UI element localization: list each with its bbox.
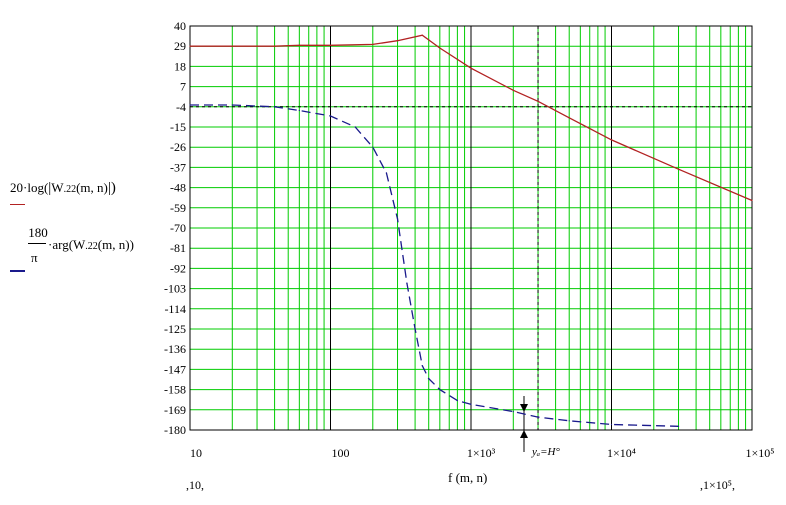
legend-magnitude-w: W <box>51 180 64 195</box>
data-point-phase <box>568 420 570 422</box>
x-range-min-label: ,10, <box>186 478 204 492</box>
axes <box>189 25 753 452</box>
data-point-magnitude <box>677 168 680 170</box>
series <box>189 34 753 427</box>
legend-magnitude-args: (m, n) <box>76 180 108 195</box>
marker-arrow-up <box>520 430 528 438</box>
y-tick-label: -26 <box>170 140 186 154</box>
legend-phase-num-text: 180 <box>28 225 48 240</box>
x-range-max-label: ,1×10⁵, <box>700 478 735 492</box>
data-point-phase <box>189 104 191 106</box>
data-point-magnitude <box>568 117 570 119</box>
series-line-magnitude <box>190 34 753 202</box>
data-point-magnitude <box>372 43 374 45</box>
y-tick-label: -70 <box>170 221 186 235</box>
x-tick-label: 1×10⁵ <box>746 446 775 460</box>
y-tick-label: -169 <box>164 403 186 417</box>
data-point-magnitude <box>470 67 472 69</box>
y-tick-label: 29 <box>174 39 186 53</box>
data-point-phase <box>329 115 332 117</box>
marker-label: yₐ=H° <box>532 446 560 458</box>
legend-phase-swatch <box>10 270 25 272</box>
data-point-phase <box>298 109 300 112</box>
data-point-magnitude <box>329 44 332 46</box>
y-tick-label: -48 <box>170 181 186 195</box>
legend-magnitude-swatch <box>10 204 25 205</box>
data-point-phase <box>537 416 539 418</box>
legend-magnitude-expression: 20·log(|W.22(m, n)|) <box>10 180 116 196</box>
data-point-magnitude <box>439 47 441 49</box>
y-tick-label: -4 <box>176 100 186 114</box>
data-point-phase <box>372 146 374 148</box>
data-point-phase <box>231 104 233 106</box>
data-point-phase <box>677 425 680 427</box>
data-point-magnitude <box>189 45 191 47</box>
y-tick-label: 7 <box>180 80 186 94</box>
x-tick-label: 10 <box>190 446 202 460</box>
x-tick-label: 1×10³ <box>467 446 496 460</box>
y-tick-label: 18 <box>174 59 186 73</box>
y-tick-label: -125 <box>164 322 186 336</box>
legend-phase-mid: ·arg(W <box>48 237 86 252</box>
y-tick-label: -158 <box>164 383 186 397</box>
legend-magnitude-prefix: 20·log( <box>10 180 49 195</box>
legend-magnitude-sub: .22 <box>63 184 77 195</box>
data-point-phase <box>421 365 423 367</box>
data-point-phase <box>610 423 613 426</box>
y-tick-label: -37 <box>170 160 186 174</box>
y-tick-label: -15 <box>170 120 186 134</box>
data-point-phase <box>273 106 276 108</box>
legend-phase-args: (m, n)) <box>97 237 134 252</box>
data-point-magnitude <box>421 34 423 36</box>
marker-arrow-down <box>520 404 528 412</box>
data-point-magnitude <box>537 100 539 102</box>
y-tick-label: -180 <box>164 423 186 437</box>
legend-phase-den: π <box>31 250 38 266</box>
y-tick-label: -147 <box>164 362 186 376</box>
data-point-phase <box>512 411 514 413</box>
y-tick-label: -92 <box>170 261 186 275</box>
tick-labels: 40 29 18 7 -4 -15 -26 -37 -48 -59 -70 -81 -92 -103 -11… <box>164 19 774 460</box>
data-point-phase <box>354 126 356 128</box>
data-point-phase <box>439 389 441 391</box>
data-point-magnitude <box>751 199 753 202</box>
data-point-phase <box>428 377 430 380</box>
legend-phase-den-text: π <box>31 250 38 265</box>
data-point-magnitude <box>298 44 300 46</box>
y-tick-label: -103 <box>164 282 186 296</box>
y-tick-label: -81 <box>170 241 186 255</box>
legend-phase-expression: ·arg(W.22(m, n)) <box>48 237 134 253</box>
data-point-phase <box>396 218 399 220</box>
data-point-magnitude <box>396 40 399 42</box>
y-tick-label: -136 <box>164 342 186 356</box>
data-point-phase <box>406 282 408 284</box>
data-point-phase <box>470 403 472 405</box>
legend-phase-num: 180 <box>28 225 48 241</box>
data-point-magnitude <box>231 45 233 47</box>
data-point-magnitude <box>610 139 613 141</box>
legend-phase-fraction-bar <box>28 243 46 244</box>
legend-phase-sub: .22 <box>85 241 98 252</box>
y-tick-label: -114 <box>164 302 186 316</box>
data-point-phase <box>414 328 416 330</box>
data-point-phase <box>456 400 458 402</box>
y-tick-label: -59 <box>170 201 186 215</box>
data-point-phase <box>385 172 388 174</box>
x-axis-label: f (m, n) <box>448 470 488 485</box>
x-tick-label: 1×10⁴ <box>607 446 636 460</box>
x-tick-label: 100 <box>332 446 350 460</box>
y-tick-label: 40 <box>174 19 186 33</box>
plot-frame <box>189 25 753 431</box>
data-point-magnitude <box>273 45 276 47</box>
data-point-magnitude <box>512 89 514 91</box>
